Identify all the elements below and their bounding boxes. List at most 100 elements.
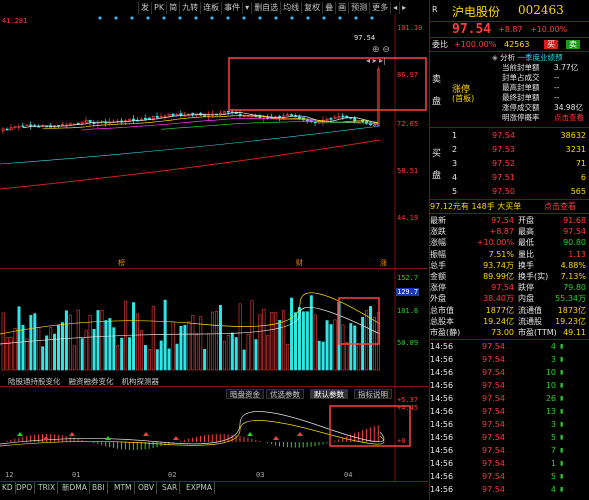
subtab-dark-fund[interactable]: 暗盘资金 [226,389,264,399]
sell-button[interactable]: 卖 [566,40,580,49]
volume-bar [33,313,37,371]
analysis-rows: 当前封单额 3.77亿 封单占成交 -- 最高封单额 -- 最终封单额 -- 涨停成交额 34.9… [502,63,589,123]
stats-row: 涨跌 +8.87 最高 97.54 [430,226,589,237]
tick-volume: 7 [550,446,556,455]
toolbar-btn-jian[interactable]: 简 [166,2,179,14]
volume-bar [215,311,219,371]
toolbar-btn-pk[interactable]: PK [151,2,166,14]
zoom-in-icon[interactable]: ⊕ [372,45,380,55]
volume-bar [353,325,357,371]
pan-left-icon[interactable]: ◂ [366,56,371,65]
indicator-tab-mtm[interactable]: MTM [112,482,135,494]
volume-bar [345,342,349,371]
volume-bar [313,314,317,371]
toolbar-btn-jiuzhuan[interactable]: 九转 [179,2,200,14]
pan-right-icon[interactable]: ▸ [372,56,377,65]
tab-margin[interactable]: 融资融券变化 [68,377,114,386]
big-order-link[interactable]: 点击查看 [544,202,576,211]
volume-bar [242,349,246,371]
volume-bar [305,311,309,371]
candle-body [171,113,175,116]
stock-code: 002463 [518,3,564,17]
candle-body [163,115,167,118]
volume-bar [333,319,337,371]
kline-chart[interactable]: 41.281 发 PK 简 九转 连板 事件 ▾ 删自选 均线 复权 叠 画 预… [0,0,428,500]
analysis-row-label: 明涨停概率 [502,113,540,122]
volume-bar [187,321,191,371]
tab-institution[interactable]: 机构探测器 [121,377,160,386]
event-diamond-icon [338,16,342,20]
toolbar-btn-ma[interactable]: 均线 [280,2,301,14]
marker-cai[interactable]: 财 [296,259,303,267]
tick-direction-icon: ▮ [560,486,564,493]
volume-bar [13,328,17,371]
stats-value: 7.51% [488,249,514,259]
buy-order-volume: 565 [570,187,586,196]
toolbar-prev-icon[interactable]: ◂ [390,2,399,14]
buy-button[interactable]: 买 [544,40,558,49]
tab-hk-connect[interactable]: 陆股通持股变化 [8,377,61,386]
indicator-tab-expma[interactable]: EXPMA [184,482,216,494]
indicator-tab-kd[interactable]: KD [0,482,16,494]
candle-body [337,116,341,118]
toolbar-btn-fa[interactable]: 发 [138,2,151,14]
pan-end-icon[interactable]: ▸| [379,56,386,65]
price-label-2: 86.97 [397,71,419,79]
subtab-default[interactable]: 默认参数 [310,389,348,399]
indicator-tab-newdma[interactable]: 新DMA [60,482,90,494]
macd-label-1: +5.37 [397,396,419,404]
marker-zhang[interactable]: 涨 [380,259,387,267]
volume-bar [195,334,199,371]
volume-bar [120,337,124,371]
buy-order-row[interactable]: 3 97.52 71 [430,157,589,171]
stats-row: 涨幅 +10.00% 最低 90.80 [430,237,589,248]
toolbar-next-icon[interactable]: ▸ [399,2,408,14]
indicator-tab-sar[interactable]: SAR [160,482,181,494]
subtab-optimal[interactable]: 优选参数 [266,389,304,399]
buy-order-row[interactable]: 2 97.53 3231 [430,143,589,157]
toolbar-btn-fuquan[interactable]: 复权 [301,2,322,14]
toolbar-btn-predict[interactable]: 预测 [348,2,369,14]
tick-time: 14:56 [430,407,454,416]
volume-bar [191,315,195,371]
volume-bar [49,327,53,371]
volume-bar [365,310,369,371]
buy-order-row[interactable]: 5 97.50 565 [430,185,589,199]
buy-order-level: 5 [452,187,458,196]
subtab-help[interactable]: 指标说明 [354,389,392,399]
marker-bang[interactable]: 榜 [118,259,125,267]
buy-order-row[interactable]: 4 97.51 6 [430,171,589,185]
analysis-row-value[interactable]: 点击查看 [554,113,584,122]
toolbar-btn-more[interactable]: 更多 [369,2,390,14]
stats-value: 97.54 [491,283,514,293]
analysis-sub[interactable]: 一季度业绩预 [517,53,563,62]
toolbar-btn-lianban[interactable]: 连板 [200,2,221,14]
toolbar-btn-overlay[interactable]: 叠 [322,2,335,14]
zoom-out-icon[interactable]: ⊖ [382,45,390,55]
volume-bar [203,348,207,371]
volume-bar [278,319,282,371]
indicator-tab-trix[interactable]: TRIX [36,482,59,494]
indicator-tab-dpo[interactable]: DPO [14,482,36,494]
candle-body [297,116,301,119]
buy-order-row[interactable]: 1 97.54 38632 [430,129,589,143]
volume-bar [92,328,96,371]
toolbar-btn-delete-fav[interactable]: 删自选 [251,2,280,14]
vol-label-2: 129.7 [396,288,420,296]
stats-row: 外盘 38.40万 内盘 55.34万 [430,293,589,304]
toolbar-btn-draw[interactable]: 画 [335,2,348,14]
indicator-tab-bbi[interactable]: BBI [90,482,108,494]
highlight-box-price [228,57,427,111]
tick-time: 14:56 [430,355,454,364]
stats-value: 79.80 [563,283,586,293]
volume-bar [290,297,294,371]
volume-bar [72,345,76,371]
top-left-value: 41.281 [2,17,28,25]
toolbar-dropdown-icon[interactable]: ▾ [242,2,251,14]
stats-value: +8.87 [489,227,514,237]
buy-order-volume: 6 [580,173,586,182]
volume-bar [100,309,104,371]
signal-arrow-icon [43,436,49,440]
indicator-tab-obv[interactable]: OBV [136,482,157,494]
toolbar-btn-shijian[interactable]: 事件 [221,2,242,14]
